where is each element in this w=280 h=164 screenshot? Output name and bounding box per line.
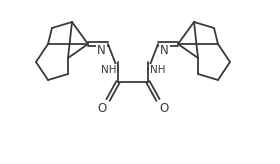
Text: O: O (159, 102, 169, 114)
Text: N: N (160, 44, 169, 58)
Text: NH: NH (101, 65, 116, 75)
Text: N: N (97, 44, 106, 58)
Text: O: O (97, 102, 107, 114)
Text: NH: NH (150, 65, 165, 75)
